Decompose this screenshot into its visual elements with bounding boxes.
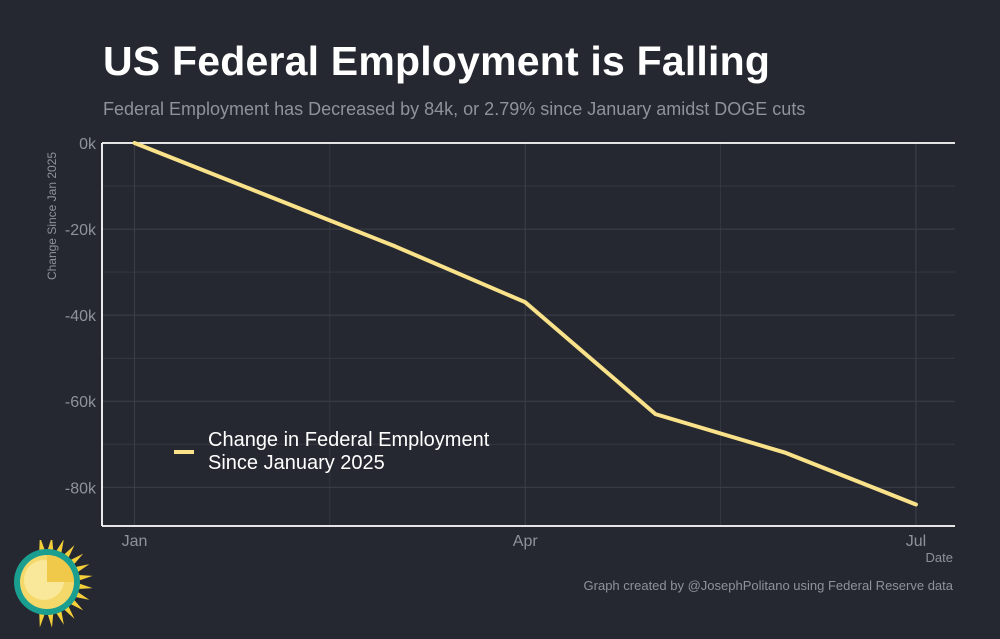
axes	[101, 142, 955, 527]
legend-label: Change in Federal Employment Since Janua…	[208, 429, 538, 475]
legend-line-2: Since January 2025	[208, 452, 385, 474]
y-tick-label: -20k	[65, 222, 97, 239]
x-tick-label: Jan	[122, 533, 148, 550]
x-axis-label: Date	[925, 550, 953, 565]
series-lines	[132, 141, 918, 507]
y-tick-label: 0k	[79, 136, 97, 153]
x-tick-label: Jul	[906, 533, 926, 550]
legend-line-1: Change in Federal Employment	[208, 429, 490, 451]
y-tick-label: -60k	[65, 394, 97, 411]
x-tick-label: Apr	[513, 533, 539, 550]
sun-logo-graphic	[14, 536, 93, 628]
chart-title: US Federal Employment is Falling	[103, 38, 771, 84]
legend-swatch	[174, 450, 194, 454]
tick-labels: 0k -20k -40k -60k -80k Jan Apr Jul	[65, 136, 926, 550]
source-caption: Graph created by @JosephPolitano using F…	[583, 578, 953, 593]
series-line	[132, 141, 918, 507]
y-tick-label: -40k	[65, 308, 97, 325]
sun-icon	[10, 536, 100, 635]
y-tick-label: -80k	[65, 480, 97, 497]
legend: Change in Federal Employment Since Janua…	[174, 429, 538, 475]
chart-subtitle: Federal Employment has Decreased by 84k,…	[103, 99, 806, 119]
